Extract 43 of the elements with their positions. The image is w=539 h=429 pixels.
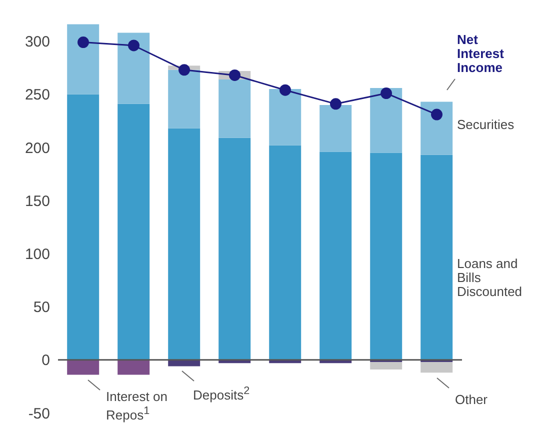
bar [420,362,453,373]
y-tick-label: 0 [42,352,50,370]
bar [168,360,200,366]
point [78,36,89,48]
bar [370,362,402,370]
bar [67,24,100,94]
bar [370,152,402,360]
point [229,69,240,81]
bar [269,89,302,146]
bar [269,145,302,360]
bar [168,70,200,128]
bar [370,88,402,153]
point [178,64,190,76]
series-label: Other [455,392,489,407]
bar [67,94,100,360]
series-label: Securities [457,117,516,132]
bar [67,360,100,375]
bar [320,104,352,152]
text: Net Interest Income [457,32,505,75]
series-label: Deposits$^{2}$ [193,384,251,402]
y-tick-label: 200 [24,140,50,157]
y-tick-label: 100 [24,246,50,263]
bar [218,79,251,138]
bar [420,102,453,155]
point [280,84,291,96]
y-tick-label: 50 [33,299,50,316]
point [128,40,140,52]
bar [218,138,251,360]
bar [118,32,150,104]
y-tick-label: 250 [24,86,50,104]
bar [420,154,453,360]
point [380,88,392,100]
y-tick-label: 300 [24,34,50,51]
y-tick-label: 150 [24,192,50,210]
bar [168,128,200,360]
bar [320,152,352,360]
point [431,108,442,120]
point [330,98,342,110]
series-label: Loans and Bills Discounted [457,256,524,299]
bar [118,104,150,360]
bar [118,360,150,375]
series-label: Interest on Repos$^{1}$ [106,389,168,422]
y-tick-label: -50 [28,405,50,422]
